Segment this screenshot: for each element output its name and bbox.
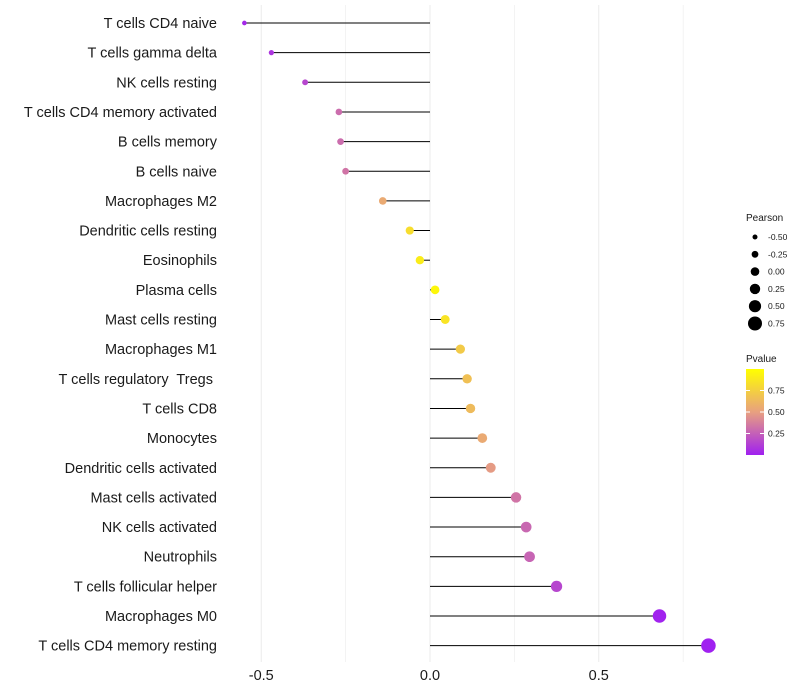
color-legend-colorbar [746, 369, 764, 455]
category-label: T cells gamma delta [88, 46, 218, 62]
size-legend-label: -0.50 [768, 232, 788, 242]
size-legend-key [752, 234, 758, 240]
category-label: T cells CD8 [142, 401, 217, 417]
size-legend-label: 0.50 [768, 301, 785, 311]
category-label: Macrophages M2 [105, 194, 217, 210]
size-legend: Pearson -0.50 -0.25 0.00 0.25 0.50 0.75 [746, 213, 788, 331]
category-label: T cells CD4 memory activated [24, 105, 217, 121]
color-legend-label: 0.25 [768, 429, 785, 439]
lollipop-point [524, 551, 535, 563]
lollipop-point [455, 344, 465, 354]
x-tick-label: 0.0 [420, 668, 440, 684]
category-label: Plasma cells [136, 283, 217, 299]
category-label: Macrophages M0 [105, 609, 217, 625]
size-legend-key [748, 300, 762, 313]
lollipop-point [652, 609, 667, 623]
color-legend-label: 0.50 [768, 407, 785, 417]
category-label: T cells CD4 naive [104, 16, 217, 32]
category-label: Macrophages M1 [105, 342, 217, 358]
size-legend-key [750, 267, 760, 276]
category-label: T cells CD4 memory resting [38, 639, 217, 655]
category-label: NK cells activated [102, 520, 217, 536]
y-axis-category-labels: T cells CD4 naive T cells gamma delta NK c… [24, 16, 218, 655]
category-label: B cells memory [118, 135, 218, 151]
category-label: Mast cells resting [105, 313, 217, 329]
lollipop-point [242, 20, 247, 26]
size-legend-label: -0.25 [768, 249, 788, 259]
lollipop-point [550, 580, 563, 592]
lollipop-point [302, 79, 309, 86]
lollipop-point [701, 638, 716, 653]
lollipop-point [430, 285, 440, 295]
category-label: Dendritic cells activated [65, 461, 217, 477]
color-legend-label: 0.75 [768, 386, 785, 396]
category-label: NK cells resting [116, 75, 217, 91]
size-legend-label: 0.00 [768, 267, 785, 277]
size-legend-title: Pearson [746, 213, 783, 224]
category-label: Neutrophils [144, 550, 217, 566]
category-label: Dendritic cells resting [79, 224, 217, 240]
lollipop-point [268, 50, 274, 56]
category-label: Eosinophils [143, 253, 217, 269]
lollipop-point [335, 108, 343, 116]
color-legend-title: Pvalue [746, 354, 777, 365]
x-tick-label: 0.5 [589, 668, 609, 684]
category-label: T cells follicular helper [74, 579, 217, 595]
lollipop-point [337, 138, 344, 145]
lollipop-stems [244, 22, 709, 647]
x-axis-tick-labels: -0.5 0.0 0.5 [249, 668, 609, 684]
lollipop-point [440, 315, 450, 324]
x-gridlines [260, 5, 684, 662]
category-label: B cells naive [136, 164, 217, 180]
lollipop-point [405, 226, 414, 235]
lollipop-point [510, 492, 522, 503]
lollipop-point [342, 167, 350, 175]
size-legend-key [751, 250, 759, 258]
lollipop-point [465, 403, 476, 414]
color-legend: Pvalue 0.75 0.50 0.25 [746, 354, 785, 455]
size-legend-key [748, 316, 762, 331]
size-legend-label: 0.75 [768, 319, 785, 329]
x-tick-label: -0.5 [249, 668, 274, 684]
lollipop-points [242, 20, 716, 653]
lollipop-point [520, 521, 532, 533]
size-legend-key [749, 283, 761, 295]
size-legend-label: 0.25 [768, 284, 785, 294]
lollipop-point [378, 197, 387, 205]
category-label: Mast cells activated [90, 490, 217, 506]
lollipop-point [462, 374, 472, 384]
category-label: T cells regulatory Tregs [59, 372, 218, 388]
category-label: Monocytes [147, 431, 217, 447]
lollipop-point [485, 462, 496, 473]
lollipop-point [477, 433, 488, 443]
lollipop-point [415, 256, 425, 265]
